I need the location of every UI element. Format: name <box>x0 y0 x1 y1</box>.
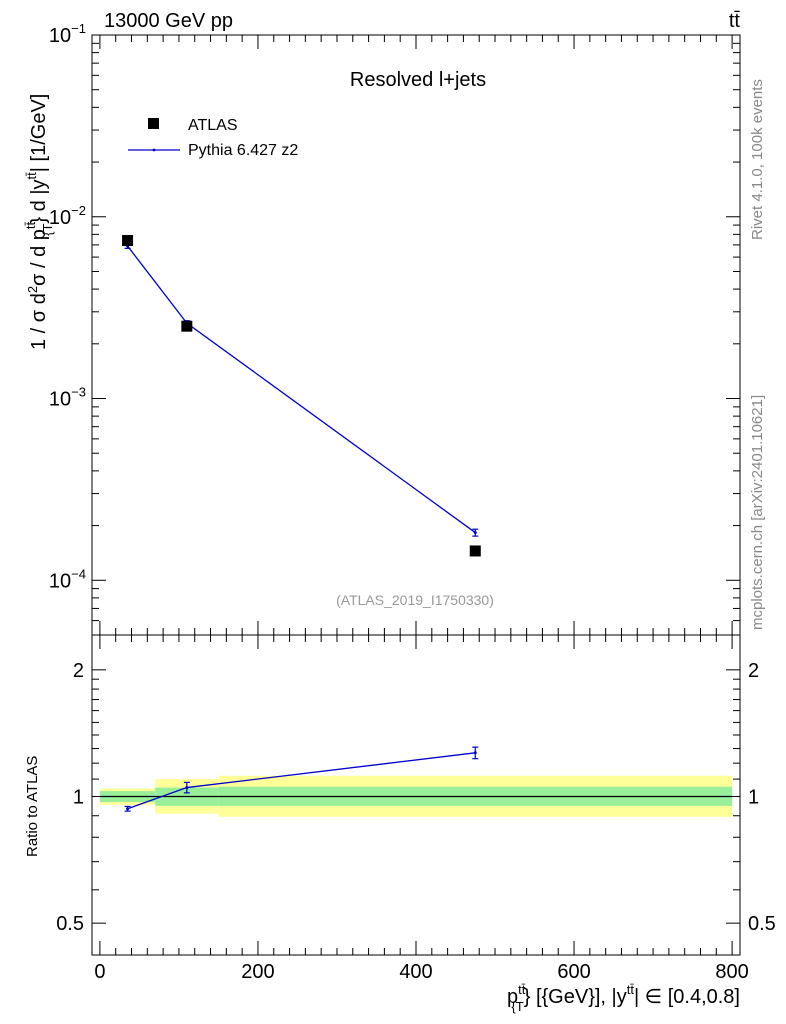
legend: ATLAS Pythia 6.427 z2 <box>128 117 298 159</box>
ratio-y-tick-label-right: 0.5 <box>748 913 776 935</box>
atlas-point <box>181 320 193 332</box>
ratio-y-tick-label-left: 2 <box>73 660 84 682</box>
legend-atlas-marker <box>148 118 159 129</box>
main-panel: 10−1 10−2 10−3 10−4 Resolved l+jets (ATLAS_… <box>23 21 741 636</box>
main-y-tick-label: 10−3 <box>49 385 86 411</box>
x-tick-label: 0 <box>94 961 105 983</box>
ratio-panel: 0.5 0.51 12 2 0 200 400 600 800 Ratio to ATLAS … <box>24 634 776 1014</box>
ratio-y-tick-label-left: 0.5 <box>56 913 84 935</box>
ratio-y-tick-label-right: 1 <box>748 786 759 808</box>
main-y-tick-label: 10−2 <box>49 203 86 229</box>
ratio-point <box>185 786 189 790</box>
ratio-y-axis-label: Ratio to ATLAS <box>24 756 41 857</box>
x-tick-label: 800 <box>715 961 748 983</box>
main-y-axis-label: 1 / σ d2σ / d ptt̄ {T} d |ytt̄| [1/GeV] <box>23 94 55 350</box>
chart-title: Resolved l+jets <box>350 69 486 91</box>
mcplots-label: mcplots.cern.ch [arXiv:2401.10621] <box>749 395 766 630</box>
legend-pythia-marker <box>152 148 156 152</box>
main-y-tick-label: 10−4 <box>49 566 86 592</box>
rivet-label: Rivet 4.1.0, 100k events <box>749 79 766 240</box>
analysis-id: (ATLAS_2019_I1750330) <box>336 592 494 608</box>
x-tick-label: 600 <box>557 961 590 983</box>
main-y-tick-label: 10−1 <box>49 21 86 47</box>
ratio-x-ticks: 0 200 400 600 800 <box>94 635 749 983</box>
atlas-point <box>122 235 134 247</box>
pythia-line <box>127 245 476 534</box>
main-y-ticks: 10−1 10−2 10−3 10−4 <box>49 21 740 636</box>
x-tick-label: 200 <box>241 961 274 983</box>
atlas-point <box>469 545 481 557</box>
ratio-y-ticks: 0.5 0.5 1 1 2 2 <box>56 660 776 935</box>
main-series <box>122 235 481 557</box>
pythia-point <box>473 531 477 535</box>
ratio-point <box>473 751 477 755</box>
legend-pythia-label: Pythia 6.427 z2 <box>188 142 298 159</box>
ratio-point <box>126 807 130 811</box>
x-axis-label: ptt̄ {T} [{GeV}], |ytt̄| ∈ [0.4,0.8] <box>507 982 740 1014</box>
ratio-y-tick-label-left: 1 <box>73 786 84 808</box>
main-x-ticks <box>99 35 733 635</box>
ratio-y-tick-label-right: 2 <box>748 660 759 682</box>
legend-atlas-label: ATLAS <box>188 117 238 134</box>
x-tick-label: 400 <box>399 961 432 983</box>
process-label: tt̄ <box>729 10 741 32</box>
energy-label: 13000 GeV pp <box>104 10 233 32</box>
ratio-series <box>124 746 479 812</box>
ratio-bands <box>99 775 733 817</box>
